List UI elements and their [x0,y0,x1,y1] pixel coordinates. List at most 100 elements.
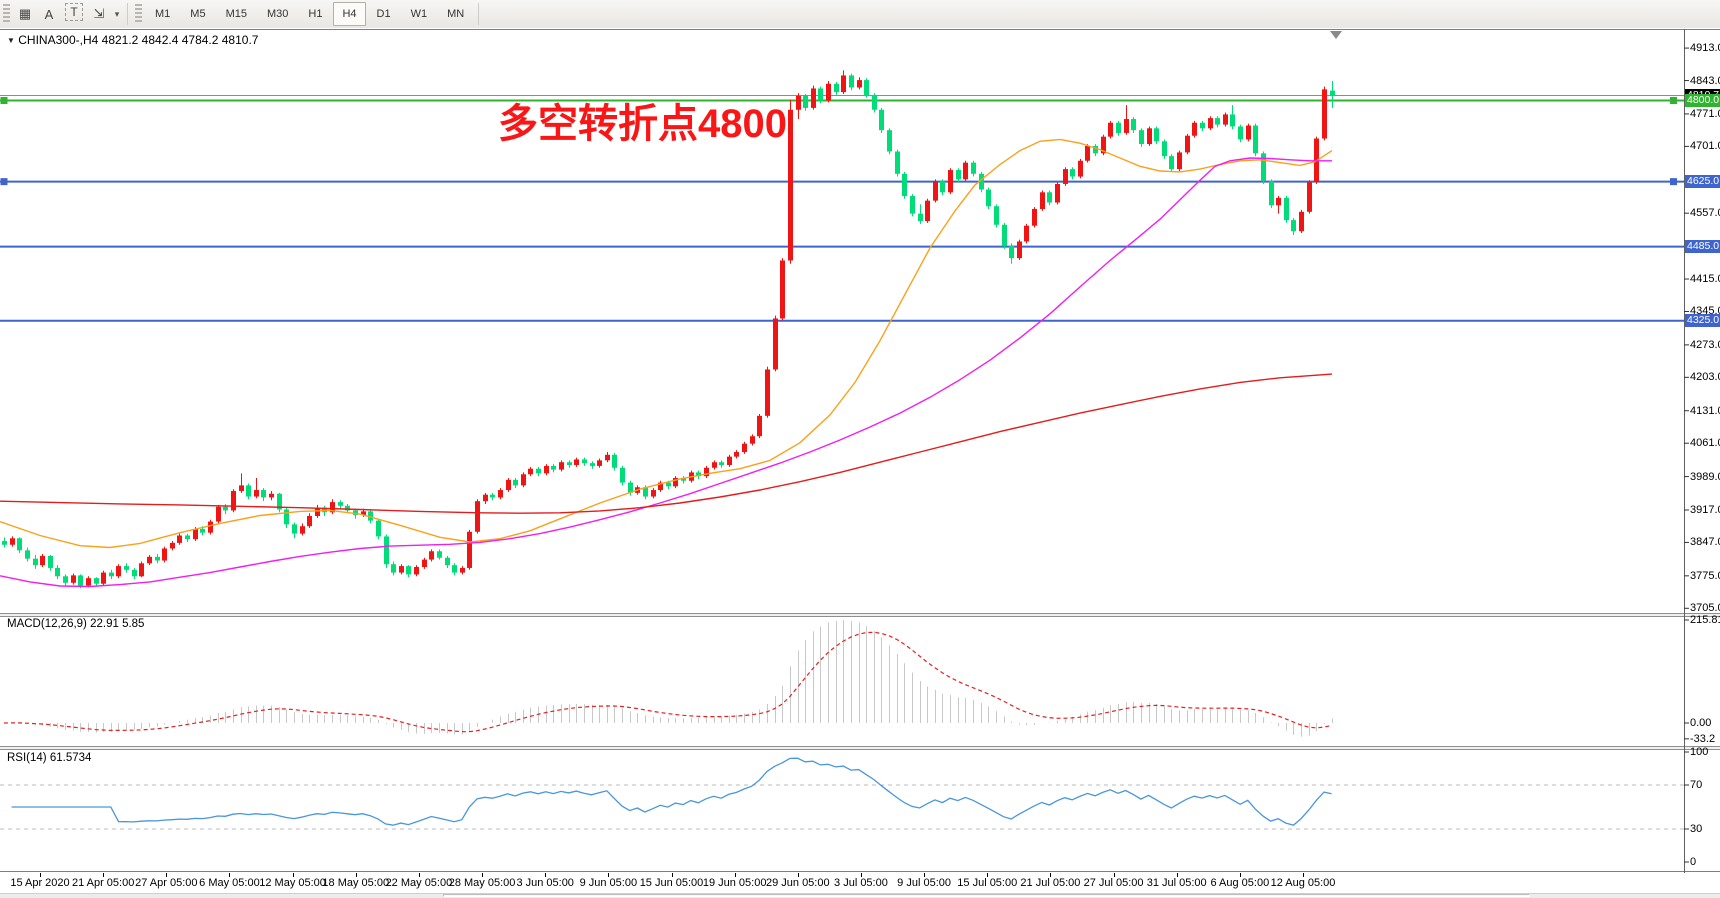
price-axis-label: 4203.0 [1690,371,1720,384]
candle-body [1085,145,1090,161]
tf-button-d1[interactable]: D1 [376,8,391,20]
candle-body [918,213,923,222]
candle-body [246,485,251,497]
candle-body [1116,122,1121,133]
ma-medium-orange [0,138,1333,549]
candle-body [902,173,907,197]
candle-body [879,109,884,131]
date-axis-label: 15 Jun 05:00 [639,877,704,889]
candle-body [345,505,350,511]
toolbar-grip[interactable] [3,4,10,24]
candle-body [956,170,961,180]
date-tick [924,873,926,877]
tf-button-m1[interactable]: M1 [155,8,171,20]
candle-body [116,566,121,577]
price-axis-label: 3917.0 [1690,503,1720,516]
candle-body [734,452,739,457]
candle-body [208,521,213,533]
candle-body [1276,197,1281,206]
tf-button-mn[interactable]: MN [447,8,465,20]
toolbar-grip[interactable] [135,4,142,24]
candle-body [948,170,953,193]
shift-marker-icon[interactable] [1330,31,1342,39]
date-axis-label: 29 Jun 05:00 [765,877,830,889]
hline-handle-left-4625[interactable] [0,178,8,186]
rsi-value: 61.5734 [49,752,92,764]
candle-body [1147,128,1152,145]
candle-body [94,578,99,584]
macd-axis-label: 215.81 [1690,613,1720,626]
panel-divider[interactable] [0,746,1720,750]
candle-body [780,260,785,319]
hline-handle-right-4800[interactable] [1670,96,1677,104]
annotation-text[interactable]: 多空转折点4800 [498,102,787,146]
candle-body [1215,118,1220,125]
text-box-icon[interactable]: T [65,3,83,21]
tf-button-w1[interactable]: W1 [410,8,428,20]
candle-body [17,538,22,551]
date-axis-label: 19 Jun 05:00 [702,877,767,889]
candle-body [666,482,671,487]
candle-body [231,490,236,511]
candle-body [1238,126,1243,140]
date-tick [229,873,231,877]
chart-title: ▼ CHINA300-,H4 4821.2 4842.4 4784.2 4810… [7,33,258,47]
hline-handle-right-4625[interactable] [1670,178,1677,186]
price-axis-label: 4131.0 [1690,404,1720,417]
date-axis-label: 6 May 05:00 [199,877,260,889]
crosshair-arrows-icon[interactable]: ⇲ [93,6,105,21]
ma-slow-magenta [0,157,1332,588]
candle-body [1200,122,1205,129]
candle-body [673,477,678,487]
hline-handle-left-4800[interactable] [0,96,8,104]
candle-body [544,465,549,474]
candle-body [1162,141,1167,157]
dropdown-caret-icon[interactable]: ▾ [114,8,120,19]
candle-body [696,472,701,477]
chart-grid-f-icon[interactable]: ▦ [18,6,32,21]
tf-button-m15[interactable]: M15 [225,8,247,20]
date-axis-label: 12 May 05:00 [259,877,326,889]
candle-body [1139,130,1144,145]
candle-body [376,520,381,537]
text-a-icon[interactable]: A [44,6,54,22]
candle-body [1093,145,1098,154]
date-tick [671,873,673,877]
date-axis-label: 31 Jul 05:00 [1146,877,1207,889]
candle-body [750,436,755,444]
date-tick [166,873,168,877]
candle-body [315,507,320,517]
candle-body [490,494,495,498]
symbol-dropdown-icon[interactable]: ▼ [7,36,15,45]
candle-body [460,567,465,573]
candle-body [124,566,129,570]
candle-body [155,556,160,561]
date-tick [987,873,989,877]
date-axis-label: 28 May 05:00 [448,877,516,889]
rsi-label: RSI(14) 61.5734 [7,752,91,764]
tf-button-m5[interactable]: M5 [190,8,206,20]
candle-body [1261,153,1266,182]
candle-body [361,511,366,516]
date-axis-label: 27 Apr 05:00 [135,877,198,889]
date-tick [418,873,420,877]
candle-body [307,516,312,527]
candle-body [338,502,343,506]
toolbar-icon-group: ▦ A T ⇲ ▾ [13,3,123,25]
candle-body [269,493,274,498]
date-axis-label: 18 May 05:00 [322,877,390,889]
candle-body [1055,183,1060,203]
macd-axis-label: -33.2 [1690,732,1716,745]
candle-body [414,567,419,575]
candle-body [1322,89,1327,139]
date-tick [292,873,294,877]
candle-body [353,510,358,516]
candle-body [1330,90,1335,96]
tf-button-h4[interactable]: H4 [333,2,366,26]
candle-body [895,151,900,174]
tf-button-h1[interactable]: H1 [308,8,323,20]
candle-body [841,75,846,93]
macd-name: MACD(12,26,9) [7,618,87,630]
panel-divider[interactable] [0,613,1720,617]
tf-button-m30[interactable]: M30 [266,8,289,20]
